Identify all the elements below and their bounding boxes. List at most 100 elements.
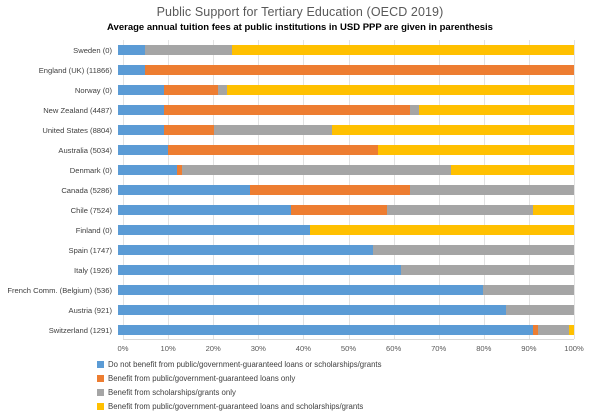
bar-segment-series-1: [163, 125, 214, 135]
bar-row: Italy (1926): [0, 260, 600, 280]
bar-segment-series-2: [482, 285, 574, 295]
legend-marker-icon: [97, 388, 104, 396]
bar-segment-series-2: [181, 165, 451, 175]
bar-row: Austria (921): [0, 300, 600, 320]
bar-segment-series-3: [227, 85, 574, 95]
bar-segment-series-2: [409, 105, 419, 115]
legend-label: Benefit from public/government-guarantee…: [108, 401, 364, 411]
bar-segment-series-3: [569, 325, 574, 335]
bar-segment-series-2: [387, 205, 533, 215]
bar: [118, 325, 574, 335]
legend-label: Benefit from scholarships/grants only: [108, 387, 236, 397]
bar-segment-series-1: [145, 65, 574, 75]
bar: [118, 265, 574, 275]
category-label: Austria (921): [68, 305, 112, 315]
bar: [118, 245, 574, 255]
bar-segment-series-1: [177, 165, 182, 175]
category-label: French Comm. (Belgium) (536): [7, 285, 112, 295]
chart-subtitle: Average annual tuition fees at public in…: [107, 22, 493, 33]
bar-row: England (UK) (11866): [0, 60, 600, 80]
bar-row: Norway (0): [0, 80, 600, 100]
bar-row: French Comm. (Belgium) (536): [0, 280, 600, 300]
x-tick-label: 60%: [385, 344, 402, 353]
x-tick-label: 10%: [160, 344, 176, 353]
category-label: Italy (1926): [74, 265, 112, 275]
bar-row: Spain (1747): [0, 240, 600, 260]
bar: [118, 85, 574, 95]
bar-segment-series-0: [118, 145, 169, 155]
bar: [118, 165, 574, 175]
bar-segment-series-1: [163, 105, 410, 115]
bar-segment-series-0: [118, 65, 146, 75]
bar-segment-series-0: [118, 285, 483, 295]
bar-segment-series-2: [400, 265, 574, 275]
bar-segment-series-0: [118, 45, 146, 55]
category-label: Sweden (0): [73, 45, 112, 55]
x-tick-label: 80%: [476, 344, 492, 353]
bar-segment-series-0: [118, 125, 164, 135]
category-label: Chile (7524): [70, 205, 112, 215]
bar: [118, 305, 574, 315]
category-label: New Zealand (4487): [43, 105, 112, 115]
legend-item: Benefit from public/government-guarantee…: [97, 371, 600, 385]
category-label: Denmark (0): [69, 165, 112, 175]
x-tick-label: 20%: [205, 344, 221, 353]
bar-segment-series-1: [168, 145, 378, 155]
bar-row: Switzerland (1291): [0, 320, 600, 340]
bar-segment-series-2: [213, 125, 333, 135]
chart-title: Public Support for Tertiary Education (O…: [156, 5, 444, 19]
bar-segment-series-0: [118, 105, 164, 115]
legend-label: Do not benefit from public/government-gu…: [108, 359, 382, 369]
x-tick-label: 100%: [564, 344, 584, 353]
x-tick-label: 70%: [431, 344, 447, 353]
bar: [118, 225, 574, 235]
legend: Do not benefit from public/government-gu…: [97, 357, 600, 413]
x-tick-label: 40%: [295, 344, 311, 353]
bar: [118, 145, 574, 155]
bar-row: Denmark (0): [0, 160, 600, 180]
bar-segment-series-0: [118, 225, 310, 235]
legend-item: Benefit from public/government-guarantee…: [97, 399, 600, 413]
bar-segment-series-3: [450, 165, 574, 175]
bar-segment-series-0: [118, 265, 401, 275]
bar-segment-series-0: [118, 205, 292, 215]
bar-row: Canada (5286): [0, 180, 600, 200]
legend-item: Do not benefit from public/government-gu…: [97, 357, 600, 371]
bar: [118, 65, 574, 75]
bar-row: Australia (5034): [0, 140, 600, 160]
x-tick-label: 50%: [340, 344, 357, 353]
bar-segment-series-1: [532, 325, 538, 335]
legend-marker-icon: [97, 360, 104, 368]
bar-row: Chile (7524): [0, 200, 600, 220]
category-label: Spain (1747): [68, 245, 112, 255]
category-label: United States (8804): [42, 125, 112, 135]
plot-area: Sweden (0) England (UK) (11866) Norway (0)…: [0, 40, 600, 355]
bar-segment-series-3: [532, 205, 574, 215]
bar-row: Sweden (0): [0, 40, 600, 60]
bar-segment-series-0: [118, 185, 251, 195]
bar-row: Finland (0): [0, 220, 600, 240]
category-label: Switzerland (1291): [48, 325, 112, 335]
bar: [118, 205, 574, 215]
bar-segment-series-3: [332, 125, 574, 135]
x-tick-label: 90%: [521, 344, 537, 353]
bar-segment-series-2: [505, 305, 574, 315]
bar: [118, 105, 574, 115]
bar-segment-series-3: [377, 145, 574, 155]
bar-segment-series-0: [118, 165, 178, 175]
bar-segment-series-2: [537, 325, 570, 335]
bar-segment-series-1: [163, 85, 219, 95]
category-label: England (UK) (11866): [38, 65, 112, 75]
bar-segment-series-2: [409, 185, 574, 195]
bar-segment-series-3: [418, 105, 574, 115]
category-label: Australia (5034): [58, 145, 112, 155]
bar-segment-series-0: [118, 85, 164, 95]
bar: [118, 285, 574, 295]
category-label: Finland (0): [75, 225, 112, 235]
bar-segment-series-1: [250, 185, 410, 195]
gridline: [574, 40, 575, 339]
bar-segment-series-0: [118, 305, 506, 315]
bar-segment-series-2: [373, 245, 574, 255]
x-tick-label: 30%: [250, 344, 266, 353]
